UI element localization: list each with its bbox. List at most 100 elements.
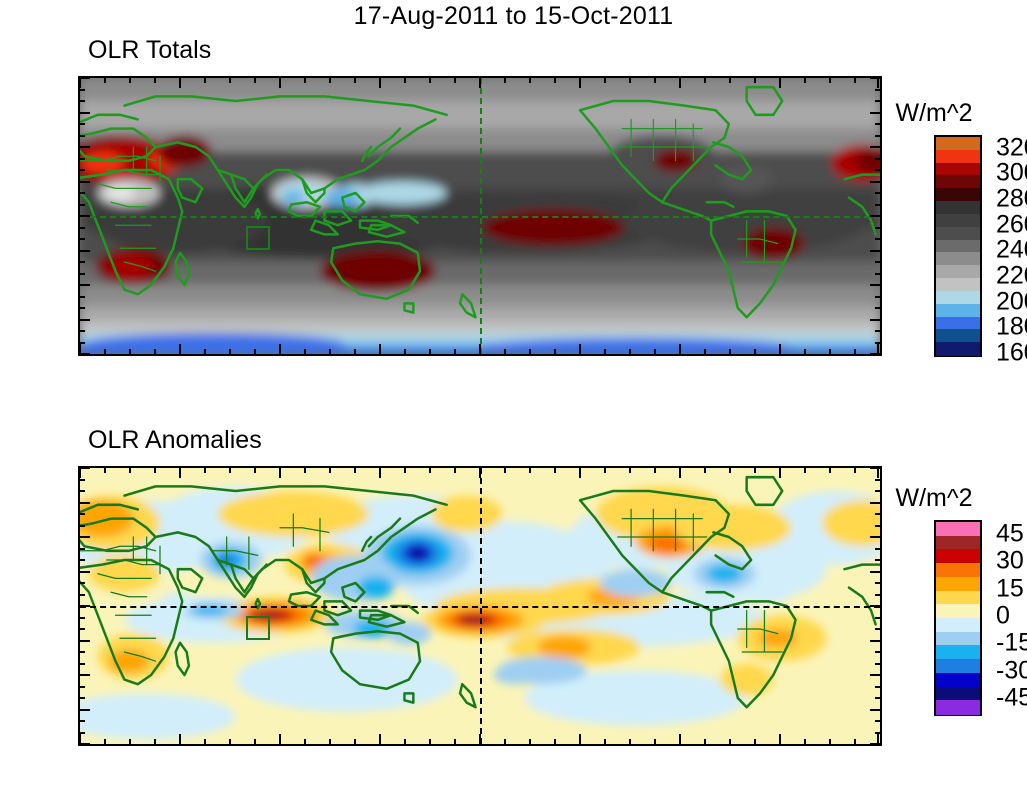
x-axis-tick-minor: [304, 349, 306, 354]
x-axis-tick-minor: [404, 349, 406, 354]
colorbar-tick-label-anomalies: -15: [996, 628, 1027, 657]
y-axis-tick-minor: [875, 192, 880, 194]
colorbar-band-totals: [936, 290, 980, 305]
x-axis-tick-major: [179, 734, 181, 744]
x-axis-tick-major: [179, 468, 181, 478]
x-axis-tick-major: [779, 78, 781, 88]
x-axis-tick-minor: [354, 78, 356, 83]
x-axis-tick-major: [679, 78, 681, 88]
x-axis-tick-minor: [329, 739, 331, 744]
y-axis-tick-minor: [80, 616, 85, 619]
y-axis-tick-major: [80, 605, 90, 607]
colorbar-bar-totals: [934, 135, 982, 357]
y-axis-tick-minor: [80, 731, 85, 734]
y-axis-tick-major: [80, 501, 90, 504]
y-axis-tick-minor: [80, 341, 85, 344]
x-axis-tick-minor: [604, 739, 606, 744]
y-axis-tick-minor: [80, 88, 85, 91]
y-axis-tick-minor: [80, 628, 85, 630]
x-axis-tick-minor: [704, 78, 706, 83]
colorbar-band-anomalies: [936, 549, 980, 564]
x-axis-tick-minor: [454, 739, 456, 744]
x-axis-tick-minor: [529, 349, 531, 354]
y-axis-tick-minor: [80, 261, 85, 263]
x-axis-tick-minor: [829, 468, 831, 473]
x-axis-tick-minor: [704, 739, 706, 744]
x-axis-tick-major: [579, 734, 581, 744]
x-axis-tick-major: [579, 344, 581, 354]
x-axis-tick-minor: [429, 468, 431, 473]
y-axis-tick-major: [870, 146, 880, 148]
y-axis-tick-minor: [875, 651, 880, 653]
y-axis-tick-minor: [80, 559, 85, 561]
x-axis-tick-minor: [154, 349, 156, 354]
colorbar-band-totals: [936, 278, 980, 292]
x-axis-tick-major: [179, 344, 181, 354]
y-axis-tick-minor: [875, 330, 880, 332]
y-axis-tick-minor: [875, 685, 880, 688]
x-axis-tick-minor: [654, 349, 656, 354]
region-marker-box-totals: [246, 226, 270, 250]
x-axis-tick-minor: [629, 349, 631, 354]
x-axis-tick-minor: [304, 468, 306, 473]
y-axis-tick-minor: [80, 238, 85, 240]
x-axis-tick-minor: [854, 78, 856, 83]
x-axis-tick-minor: [704, 468, 706, 473]
y-axis-tick-minor: [80, 226, 85, 229]
x-axis-tick-minor: [804, 739, 806, 744]
map-olr-totals[interactable]: 60N45N30N15N015S30S45S60S045E90E135E1801…: [78, 76, 882, 356]
y-axis-tick-minor: [80, 192, 85, 194]
x-axis-tick-minor: [229, 349, 231, 354]
x-axis-tick-minor: [629, 78, 631, 83]
colorbar-tick-label-totals: 260: [996, 210, 1027, 239]
x-axis-tick-minor: [404, 739, 406, 744]
y-axis-tick-minor: [875, 123, 880, 125]
y-axis-tick-minor: [80, 203, 85, 206]
y-axis-tick-minor: [80, 547, 85, 550]
x-axis-tick-minor: [754, 349, 756, 354]
x-axis-tick-minor: [654, 78, 656, 83]
x-axis-tick-minor: [154, 78, 156, 83]
y-axis-tick-minor: [875, 341, 880, 344]
y-axis-tick-major: [870, 111, 880, 114]
x-axis-tick-minor: [504, 78, 506, 83]
y-axis-tick-minor: [875, 662, 880, 665]
y-axis-tick-major: [870, 468, 880, 469]
y-axis-tick-minor: [875, 478, 880, 481]
x-axis-tick-minor: [229, 739, 231, 744]
x-axis-tick-minor: [829, 739, 831, 744]
colorbar-band-anomalies: [936, 535, 980, 551]
map-olr-anomalies[interactable]: 60N45N30N15N015S30S45S60S045E90E135E1801…: [78, 466, 882, 746]
x-axis-tick-major: [679, 734, 681, 744]
y-axis-tick-minor: [875, 203, 880, 206]
y-axis-tick-minor: [80, 582, 85, 584]
x-axis-tick-minor: [754, 468, 756, 473]
y-axis-tick-major: [80, 639, 90, 642]
panel-title-totals: OLR Totals: [88, 36, 212, 64]
colorbar-band-totals: [936, 162, 980, 177]
colorbar-band-anomalies: [936, 686, 980, 701]
x-axis-tick-minor: [454, 349, 456, 354]
x-axis-tick-minor: [129, 78, 131, 83]
x-axis-tick-minor: [529, 468, 531, 473]
x-axis-tick-major: [479, 344, 481, 354]
y-axis-tick-major: [80, 180, 90, 183]
y-axis-tick-major: [80, 353, 90, 354]
y-axis-tick-major: [870, 501, 880, 504]
y-axis-tick-minor: [875, 226, 880, 229]
x-axis-tick-minor: [554, 468, 556, 473]
y-axis-tick-major: [80, 78, 90, 79]
x-axis-tick-minor: [504, 739, 506, 744]
y-axis-tick-major: [870, 249, 880, 252]
y-axis-tick-minor: [80, 490, 85, 492]
y-axis-tick-minor: [80, 134, 85, 137]
y-axis-tick-major: [870, 353, 880, 354]
y-axis-tick-minor: [80, 157, 85, 160]
x-axis-tick-minor: [804, 349, 806, 354]
x-axis-tick-minor: [254, 468, 256, 473]
y-axis-tick-minor: [875, 524, 880, 527]
colorbar-tick-label-totals: 200: [996, 287, 1027, 316]
x-axis-tick-minor: [254, 349, 256, 354]
x-axis-tick-major: [379, 734, 381, 744]
y-axis-tick-major: [80, 111, 90, 114]
